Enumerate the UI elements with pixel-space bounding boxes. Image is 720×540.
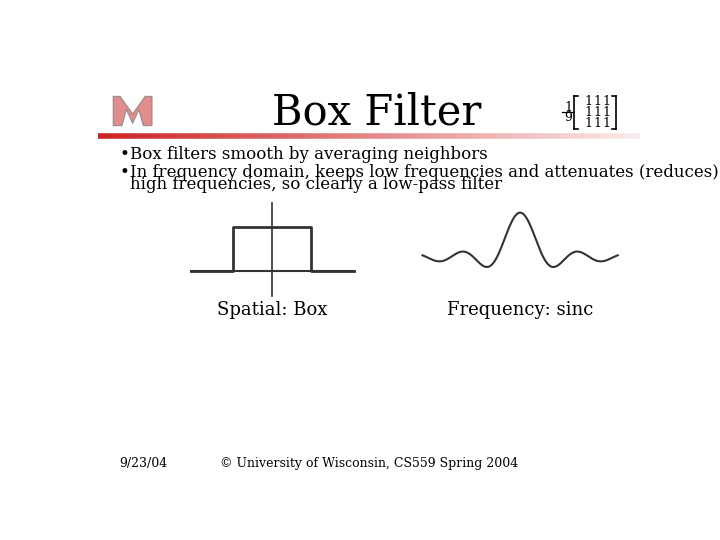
- Text: •: •: [120, 146, 130, 164]
- Text: © University of Wisconsin, CS559 Spring 2004: © University of Wisconsin, CS559 Spring …: [220, 457, 518, 470]
- Polygon shape: [113, 96, 152, 126]
- Text: In frequency domain, keeps low frequencies and attenuates (reduces): In frequency domain, keeps low frequenci…: [130, 164, 719, 181]
- Text: 1: 1: [593, 95, 602, 108]
- Text: •: •: [120, 164, 130, 181]
- Text: 1: 1: [564, 100, 572, 113]
- Text: 1: 1: [593, 106, 602, 119]
- Text: 1: 1: [603, 106, 611, 119]
- Text: 1: 1: [603, 117, 611, 130]
- Text: 9: 9: [564, 111, 572, 124]
- Text: 1: 1: [585, 117, 593, 130]
- Text: 9/23/04: 9/23/04: [120, 457, 168, 470]
- Text: Box filters smooth by averaging neighbors: Box filters smooth by averaging neighbor…: [130, 146, 488, 164]
- Text: Box Filter: Box Filter: [272, 92, 482, 133]
- Text: 1: 1: [603, 95, 611, 108]
- Text: 1: 1: [585, 95, 593, 108]
- Text: Spatial: Box: Spatial: Box: [217, 301, 328, 319]
- Text: high frequencies, so clearly a low-pass filter: high frequencies, so clearly a low-pass …: [130, 177, 503, 193]
- Text: 1: 1: [585, 106, 593, 119]
- Text: 1: 1: [593, 117, 602, 130]
- Text: Frequency: sinc: Frequency: sinc: [447, 301, 593, 319]
